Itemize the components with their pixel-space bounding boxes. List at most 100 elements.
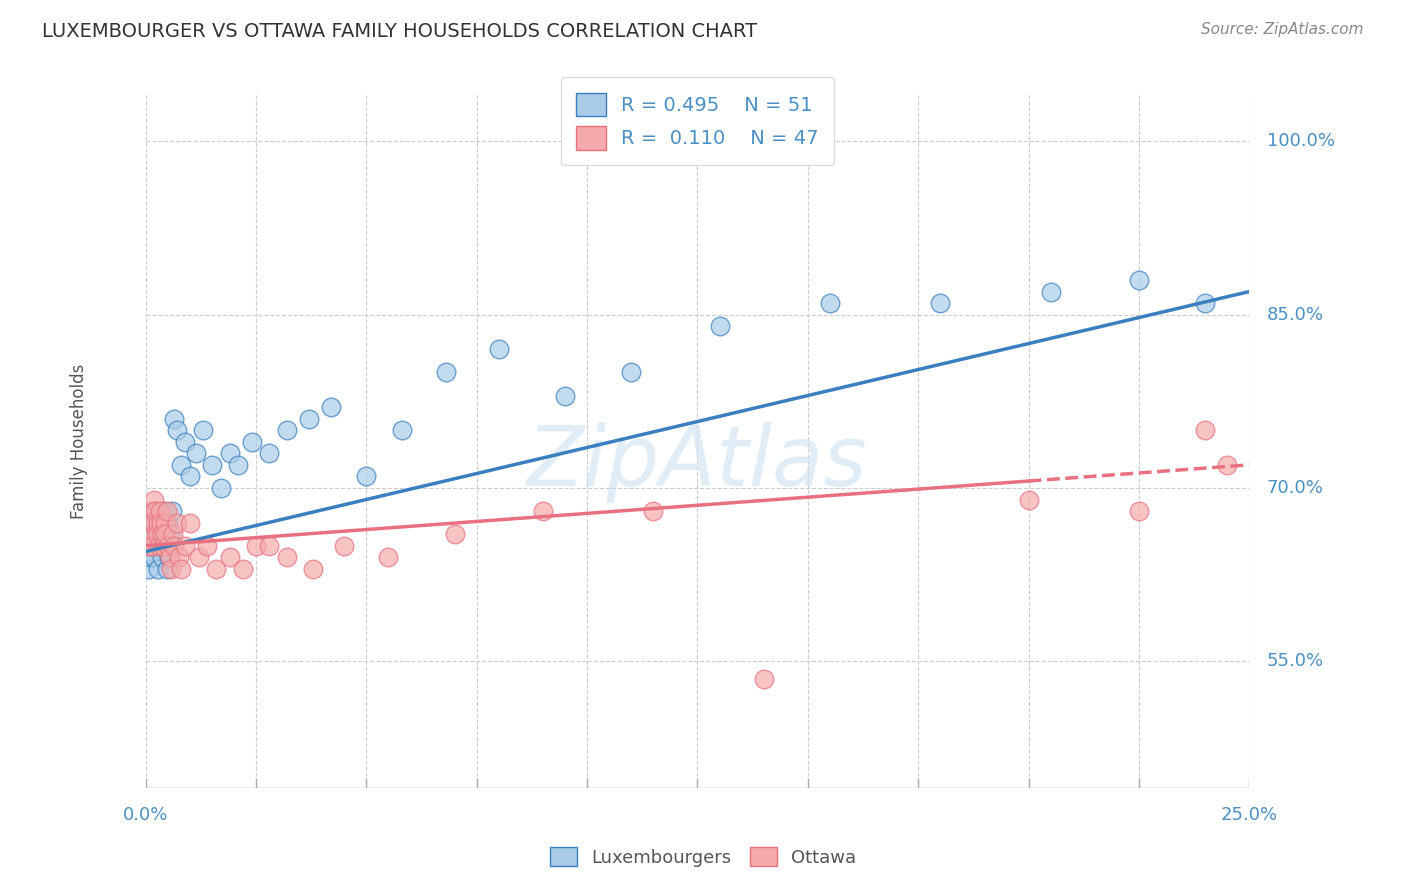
- Point: [139, 527, 162, 541]
- Text: Source: ZipAtlas.com: Source: ZipAtlas.com: [1201, 22, 1364, 37]
- Point: [156, 562, 179, 576]
- Point: [152, 527, 174, 541]
- Legend: Luxembourgers, Ottawa: Luxembourgers, Ottawa: [543, 840, 863, 874]
- Point: [145, 527, 167, 541]
- Point: [143, 504, 166, 518]
- Point: [156, 516, 179, 530]
- Point: [1128, 504, 1150, 518]
- Text: ZipAtlas: ZipAtlas: [527, 422, 868, 503]
- Point: [150, 516, 173, 530]
- Point: [197, 539, 219, 553]
- Point: [377, 550, 399, 565]
- Text: LUXEMBOURGER VS OTTAWA FAMILY HOUSEHOLDS CORRELATION CHART: LUXEMBOURGER VS OTTAWA FAMILY HOUSEHOLDS…: [42, 22, 758, 41]
- Point: [143, 539, 166, 553]
- Point: [191, 423, 214, 437]
- Text: Family Households: Family Households: [70, 364, 89, 519]
- Point: [163, 539, 186, 553]
- Point: [752, 672, 775, 686]
- Point: [141, 539, 163, 553]
- Point: [162, 527, 184, 541]
- Point: [166, 516, 188, 530]
- Point: [145, 516, 167, 530]
- Point: [257, 446, 280, 460]
- Point: [160, 562, 183, 576]
- Point: [152, 550, 174, 565]
- Point: [159, 550, 181, 565]
- Text: 70.0%: 70.0%: [1267, 479, 1324, 497]
- Point: [136, 539, 159, 553]
- Point: [391, 423, 413, 437]
- Point: [153, 504, 176, 518]
- Point: [302, 562, 325, 576]
- Point: [138, 504, 160, 518]
- Point: [170, 458, 193, 472]
- Point: [245, 539, 267, 553]
- Point: [276, 423, 298, 437]
- Point: [201, 458, 224, 472]
- Point: [443, 527, 465, 541]
- Point: [179, 516, 201, 530]
- Point: [240, 434, 263, 449]
- Point: [218, 550, 240, 565]
- Point: [276, 550, 298, 565]
- Point: [187, 550, 209, 565]
- Point: [818, 296, 841, 310]
- Point: [139, 550, 162, 565]
- Legend: R = 0.495    N = 51, R =  0.110    N = 47: R = 0.495 N = 51, R = 0.110 N = 47: [561, 78, 834, 166]
- Point: [174, 539, 197, 553]
- Point: [142, 550, 165, 565]
- Point: [434, 366, 457, 380]
- Text: 25.0%: 25.0%: [1220, 805, 1278, 823]
- Point: [152, 539, 174, 553]
- Point: [620, 366, 643, 380]
- Text: 0.0%: 0.0%: [122, 805, 169, 823]
- Point: [149, 539, 172, 553]
- Point: [152, 527, 174, 541]
- Point: [205, 562, 228, 576]
- Point: [159, 527, 181, 541]
- Point: [142, 492, 165, 507]
- Point: [1128, 273, 1150, 287]
- Point: [138, 562, 160, 576]
- Point: [186, 446, 208, 460]
- Point: [153, 516, 176, 530]
- Text: 55.0%: 55.0%: [1267, 652, 1324, 670]
- Point: [160, 539, 183, 553]
- Point: [319, 400, 342, 414]
- Point: [1216, 458, 1239, 472]
- Point: [146, 562, 169, 576]
- Point: [488, 343, 510, 357]
- Point: [143, 504, 166, 518]
- Point: [298, 411, 321, 425]
- Point: [228, 458, 250, 472]
- Point: [356, 469, 378, 483]
- Point: [156, 539, 179, 553]
- Point: [209, 481, 232, 495]
- Point: [643, 504, 665, 518]
- Point: [149, 504, 172, 518]
- Point: [139, 516, 162, 530]
- Point: [143, 516, 166, 530]
- Point: [1194, 423, 1216, 437]
- Point: [218, 446, 240, 460]
- Point: [554, 388, 576, 402]
- Point: [179, 469, 201, 483]
- Point: [136, 539, 159, 553]
- Point: [148, 539, 170, 553]
- Point: [709, 319, 731, 334]
- Point: [139, 516, 162, 530]
- Point: [156, 504, 179, 518]
- Point: [257, 539, 280, 553]
- Point: [1018, 492, 1040, 507]
- Point: [170, 562, 193, 576]
- Point: [174, 434, 197, 449]
- Text: 85.0%: 85.0%: [1267, 306, 1324, 324]
- Point: [232, 562, 254, 576]
- Point: [150, 516, 173, 530]
- Point: [929, 296, 952, 310]
- Point: [155, 539, 177, 553]
- Point: [146, 516, 169, 530]
- Point: [148, 527, 170, 541]
- Point: [160, 504, 183, 518]
- Point: [531, 504, 554, 518]
